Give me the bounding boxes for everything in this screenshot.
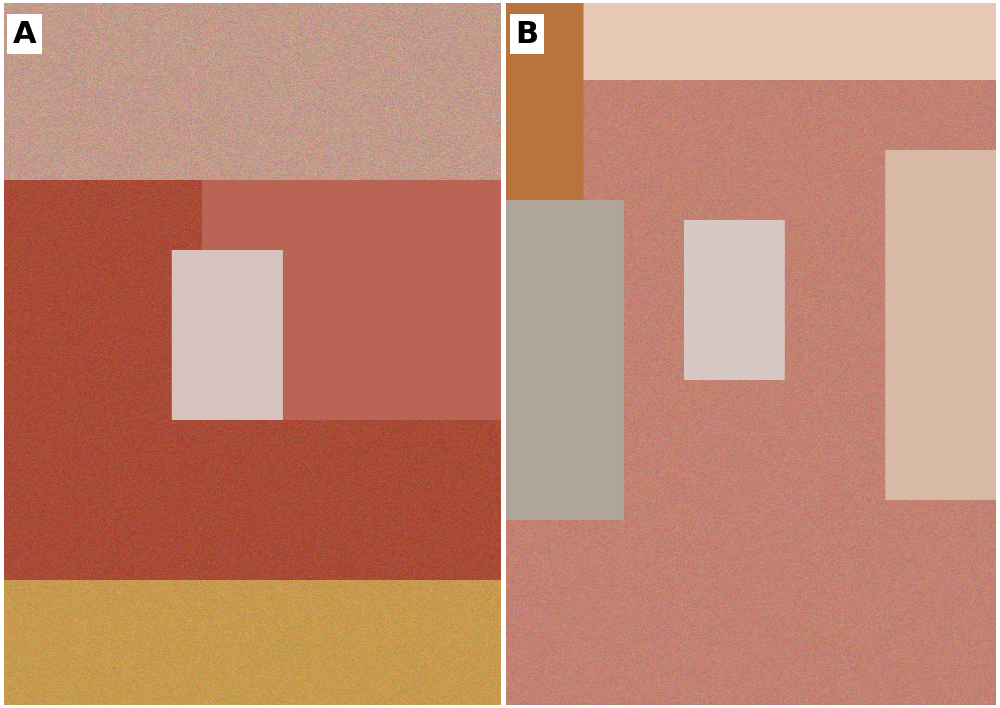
Text: A: A bbox=[13, 20, 36, 49]
Text: B: B bbox=[515, 20, 539, 49]
